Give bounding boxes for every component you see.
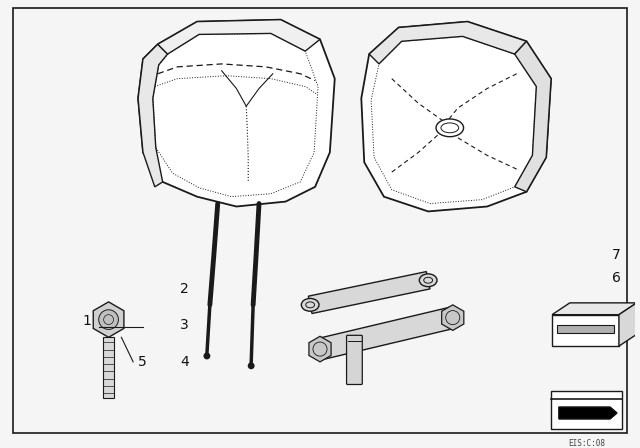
FancyBboxPatch shape [346,335,362,384]
Bar [551,392,622,429]
Text: 5: 5 [138,355,147,369]
Polygon shape [138,44,168,187]
Polygon shape [138,20,335,207]
Circle shape [99,310,118,329]
Circle shape [248,362,255,369]
Polygon shape [317,307,455,360]
Polygon shape [93,302,124,337]
Text: 4: 4 [180,355,189,369]
Bar [552,314,619,346]
Polygon shape [515,41,551,192]
Circle shape [204,353,211,359]
Text: 3: 3 [180,319,189,332]
Polygon shape [308,271,430,314]
Polygon shape [369,22,527,64]
Bar [102,337,115,398]
Ellipse shape [301,298,319,311]
Polygon shape [552,303,637,314]
Text: 2: 2 [180,282,189,296]
Text: 7: 7 [612,248,621,262]
Text: 6: 6 [612,271,621,285]
Text: 1: 1 [82,314,91,327]
Polygon shape [559,407,617,419]
Ellipse shape [419,274,437,287]
Bar [557,325,614,333]
Polygon shape [309,336,331,362]
Text: EIS:C:08: EIS:C:08 [568,439,605,448]
Polygon shape [362,22,551,211]
Polygon shape [157,20,320,54]
Ellipse shape [436,119,463,137]
Polygon shape [442,305,464,331]
Polygon shape [619,303,637,346]
